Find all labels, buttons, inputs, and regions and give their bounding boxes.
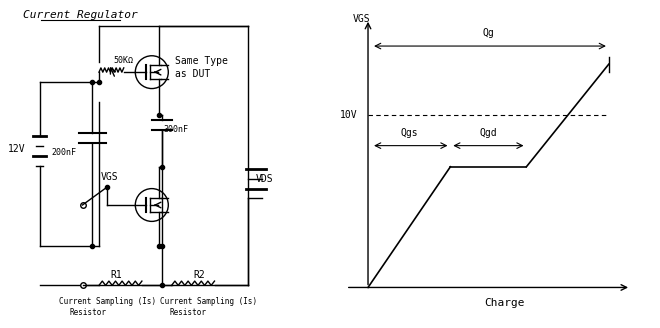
Text: Qgd: Qgd (480, 128, 497, 138)
Text: R2: R2 (193, 270, 205, 280)
Text: Current Sampling (Is): Current Sampling (Is) (59, 297, 156, 306)
Text: Qg: Qg (482, 29, 494, 38)
Text: Qgs: Qgs (401, 128, 418, 138)
Text: 200nF: 200nF (51, 148, 76, 157)
Text: as DUT: as DUT (175, 69, 210, 79)
Text: Current Sampling (Is): Current Sampling (Is) (160, 297, 257, 306)
Text: 12V: 12V (8, 144, 26, 154)
Text: Same Type: Same Type (175, 56, 228, 66)
Text: Resistor: Resistor (69, 308, 106, 317)
Text: Resistor: Resistor (170, 308, 207, 317)
Text: VGS: VGS (353, 14, 370, 24)
Text: Current Regulator: Current Regulator (24, 10, 138, 20)
Text: 300nF: 300nF (164, 125, 188, 134)
Text: VGS: VGS (100, 172, 118, 182)
Text: 50KΩ: 50KΩ (114, 56, 134, 65)
Text: Charge: Charge (484, 297, 525, 308)
Text: 10V: 10V (340, 111, 358, 120)
Text: R1: R1 (110, 270, 122, 280)
Text: VDS: VDS (256, 174, 273, 184)
